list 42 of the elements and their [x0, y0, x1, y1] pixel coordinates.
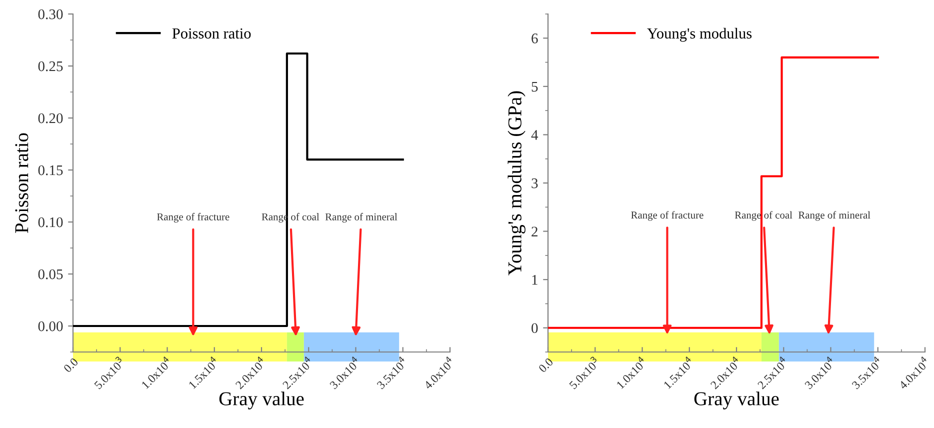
x-tick-label: 5.0x10$^{3}$	[92, 356, 126, 390]
x-axis-title: Gray value	[694, 392, 779, 410]
y-tick-label: 0.05	[38, 269, 63, 280]
x-tick-label: 1.5x10$^{4}$	[186, 356, 220, 390]
y-tick-label: 0.25	[38, 61, 63, 72]
x-tick-label: 1.0x10$^{4}$	[139, 356, 173, 390]
x-tick-label: 1.5x10$^{4}$	[661, 356, 695, 390]
x-tick-label: 2.0x10$^{4}$	[708, 356, 742, 390]
annotation: Range of mineral	[325, 212, 398, 223]
annotation: Range of fracture	[157, 212, 230, 223]
x-tick-label: 3.0x10$^{4}$	[802, 356, 836, 390]
y-tick-label: 3	[532, 178, 538, 188]
x-tick-label: 3.0x10$^{4}$	[327, 356, 362, 390]
x-tick-label: 0.0	[63, 357, 79, 373]
x-tick-label: 0.0	[538, 357, 554, 373]
x-axis-title: Gray value	[219, 392, 304, 410]
y-tick-label: 0.10	[38, 217, 63, 228]
y-tick-label: 0.00	[38, 321, 63, 332]
y-axis-title: Young's modulus (GPa)	[508, 91, 526, 276]
x-tick-label: 1.0x10$^{4}$	[614, 356, 648, 390]
y-tick-label: 6	[532, 34, 538, 44]
y-axis-title: Poisson ratio	[15, 133, 28, 233]
y-tick-label: 4	[531, 130, 538, 140]
x-tick-label: 2.5x10$^{4}$	[280, 356, 314, 390]
annotation: Range of mineral	[798, 211, 870, 221]
x-tick-label: 5.0x10$^{3}$	[566, 356, 600, 390]
y-tick-label: 0.20	[38, 113, 63, 124]
legend-label: Young's modulus	[647, 28, 752, 42]
x-tick-label: 3.5x10$^{4}$	[374, 356, 408, 390]
y-tick-label: 2	[532, 226, 538, 236]
x-tick-label: 2.0x10$^{4}$	[233, 356, 267, 390]
y-tick-label: 0.15	[38, 165, 63, 176]
y-tick-label: 0	[532, 323, 538, 334]
x-tick-label: 3.5x10$^{4}$	[850, 356, 884, 390]
legend-label: Poisson ratio	[172, 28, 251, 39]
y-tick-label: 0.30	[38, 9, 63, 20]
x-tick-label: 2.5x10$^{4}$	[755, 356, 789, 390]
y-tick-label: 5	[532, 82, 538, 92]
x-tick-label: 4.0x10$^{4}$	[422, 356, 456, 390]
annotation: Range of fracture	[631, 211, 704, 221]
y-tick-label: 1	[532, 275, 538, 285]
x-tick-label: 4.0x10$^{4}$	[896, 356, 930, 390]
